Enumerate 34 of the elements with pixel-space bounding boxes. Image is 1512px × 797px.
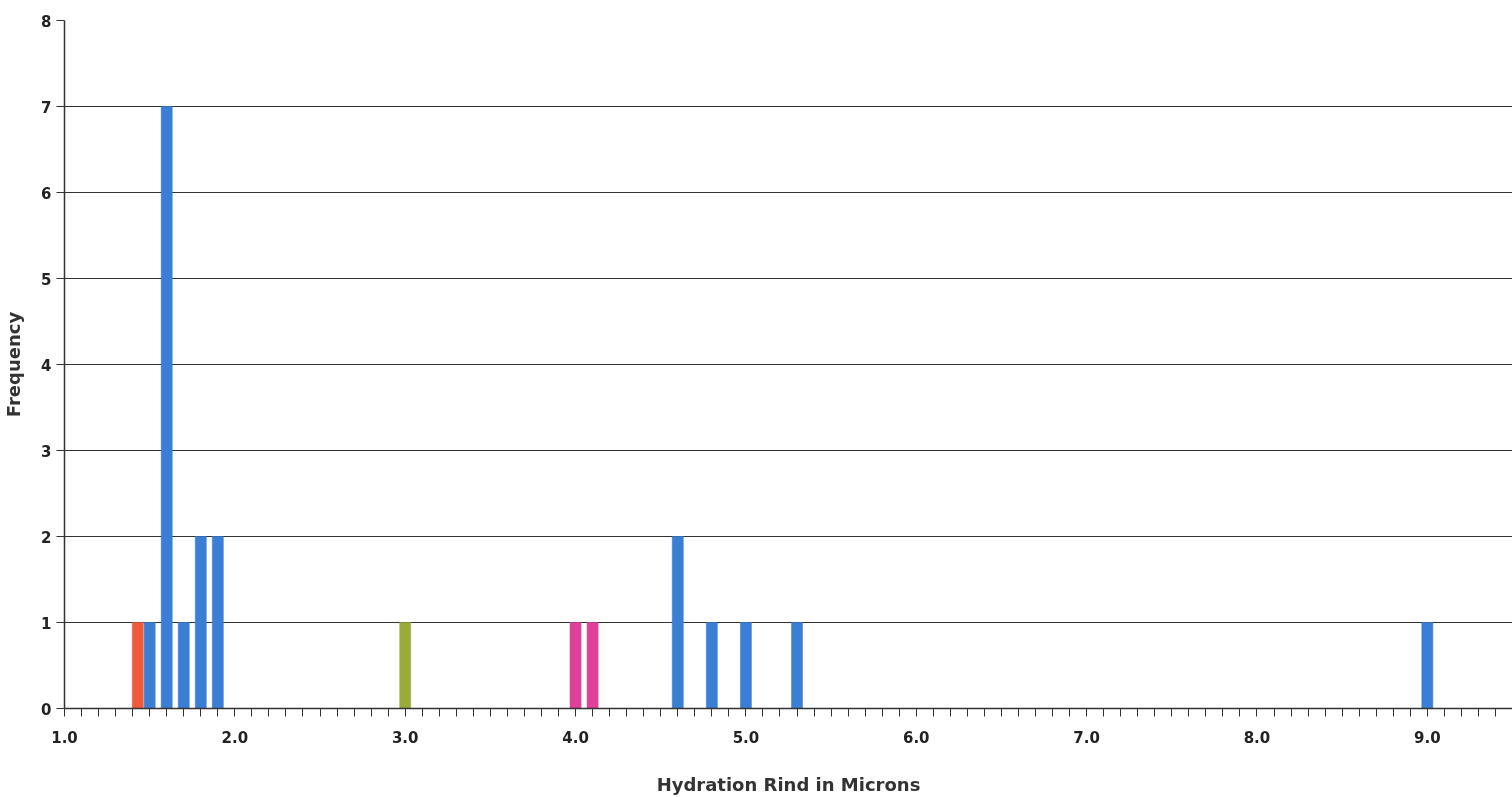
y-axis-title: Frequency (3, 311, 25, 418)
y-tick-label: 5 (41, 270, 52, 289)
bar (671, 536, 684, 709)
x-tick-label: 9.0 (1414, 728, 1441, 747)
bar (399, 622, 411, 709)
bar (131, 622, 144, 709)
bar (706, 622, 718, 709)
y-tick-label: 2 (41, 528, 52, 547)
x-tick-label: 5.0 (732, 728, 760, 747)
bar (212, 536, 224, 709)
x-tick-label: 3.0 (391, 728, 419, 747)
bar (791, 622, 803, 709)
y-tick-label: 4 (41, 356, 52, 375)
y-tick-label: 3 (41, 442, 52, 461)
x-tick-label: 7.0 (1073, 728, 1100, 747)
bar (569, 622, 582, 709)
bar (740, 622, 752, 709)
bar (143, 622, 156, 709)
bar (586, 622, 599, 709)
y-tick-label: 0 (41, 700, 52, 719)
x-tick-label: 4.0 (562, 728, 589, 747)
x-tick-label: 2.0 (221, 728, 249, 747)
x-tick-label: 6.0 (902, 728, 930, 747)
bar (195, 536, 207, 709)
y-tick-label: 6 (41, 184, 52, 203)
bar (1421, 622, 1434, 709)
bar (177, 622, 190, 709)
y-tick-label: 1 (41, 614, 52, 633)
bar (160, 106, 173, 709)
y-tick-label: 7 (41, 98, 52, 117)
x-tick-label: 1.0 (51, 728, 78, 747)
x-tick-label: 8.0 (1243, 728, 1271, 747)
y-tick-label: 8 (41, 12, 52, 31)
x-axis-title: Hydration Rind in Microns (656, 773, 921, 795)
